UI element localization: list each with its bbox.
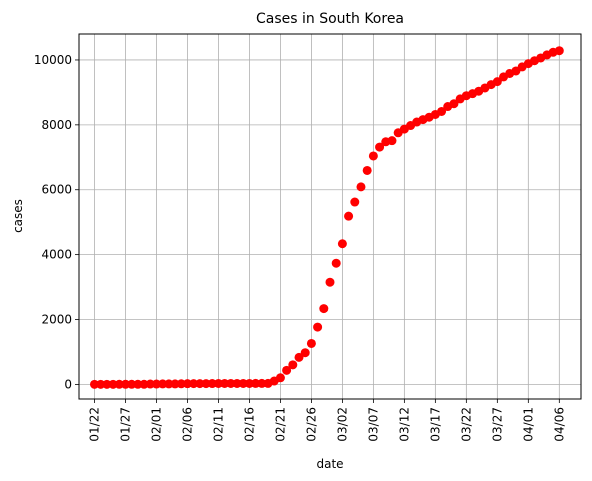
data-point [120,379,130,389]
x-tick-label: 02/06 [180,407,194,442]
data-point [207,379,217,389]
data-point [257,378,267,388]
data-point [288,360,298,370]
x-axis-ticks: 01/22 01/27 02/01 02/06 02/11 02/16 02/21 02/26… [87,399,566,442]
data-point [449,99,459,109]
x-tick-label: 03/07 [366,407,380,442]
x-tick-label: 02/21 [273,407,287,442]
data-point [275,373,285,383]
data-point [232,378,242,388]
data-point [213,378,223,388]
data-point [492,77,502,87]
data-point [337,239,347,249]
data-point [145,379,155,389]
data-point [362,165,372,175]
y-tick-label: 4000 [41,248,72,262]
data-point [300,348,310,358]
x-tick-label: 04/01 [521,407,535,442]
x-tick-label: 02/01 [149,407,163,442]
y-axis-label: cases [11,199,25,233]
data-point [182,379,192,389]
data-point [133,379,143,389]
y-tick-label: 6000 [41,183,72,197]
data-point [102,379,112,389]
y-tick-label: 0 [64,377,72,391]
data-point [195,379,205,389]
data-point [375,142,385,152]
data-point [356,182,366,192]
data-point [226,378,236,388]
plot-frame [78,33,582,400]
data-point [368,151,378,161]
data-point [89,379,99,389]
data-point [220,378,230,388]
x-tick-label: 01/27 [118,407,132,442]
x-tick-label: 02/26 [304,407,318,442]
data-point [164,379,174,389]
data-point [108,379,118,389]
x-tick-label: 02/16 [242,407,256,442]
data-point [238,378,248,388]
data-point [554,46,564,56]
data-point [325,277,335,287]
data-point [201,379,211,389]
data-point [251,378,261,388]
x-axis-label: date [316,457,343,471]
y-tick-label: 10000 [34,53,72,67]
data-point [282,365,292,375]
y-axis-ticks: 0 2000 4000 6000 8000 10000 [34,53,79,391]
data-point [294,352,304,362]
data-point [244,378,254,388]
data-point [96,379,106,389]
x-tick-label: 01/22 [87,407,101,442]
data-point [344,211,354,221]
data-point [313,322,323,332]
data-markers [89,46,564,389]
chart-title: Cases in South Korea [256,11,404,27]
x-tick-label: 03/22 [459,407,473,442]
data-point [158,379,168,389]
x-tick-label: 03/17 [428,407,442,442]
y-tick-label: 8000 [41,118,72,132]
y-tick-label: 2000 [41,313,72,327]
data-point [114,379,124,389]
data-point [319,304,329,314]
x-tick-label: 02/11 [211,407,225,442]
x-tick-label: 03/27 [490,407,504,442]
data-point [437,106,447,116]
data-point [306,338,316,348]
data-point [189,379,199,389]
x-tick-label: 03/02 [335,407,349,442]
grid [79,34,581,399]
data-point [127,379,137,389]
data-point [387,136,397,146]
x-tick-label: 03/12 [397,407,411,442]
data-point [350,197,360,207]
data-point [331,258,341,268]
x-tick-label: 04/06 [552,407,566,442]
